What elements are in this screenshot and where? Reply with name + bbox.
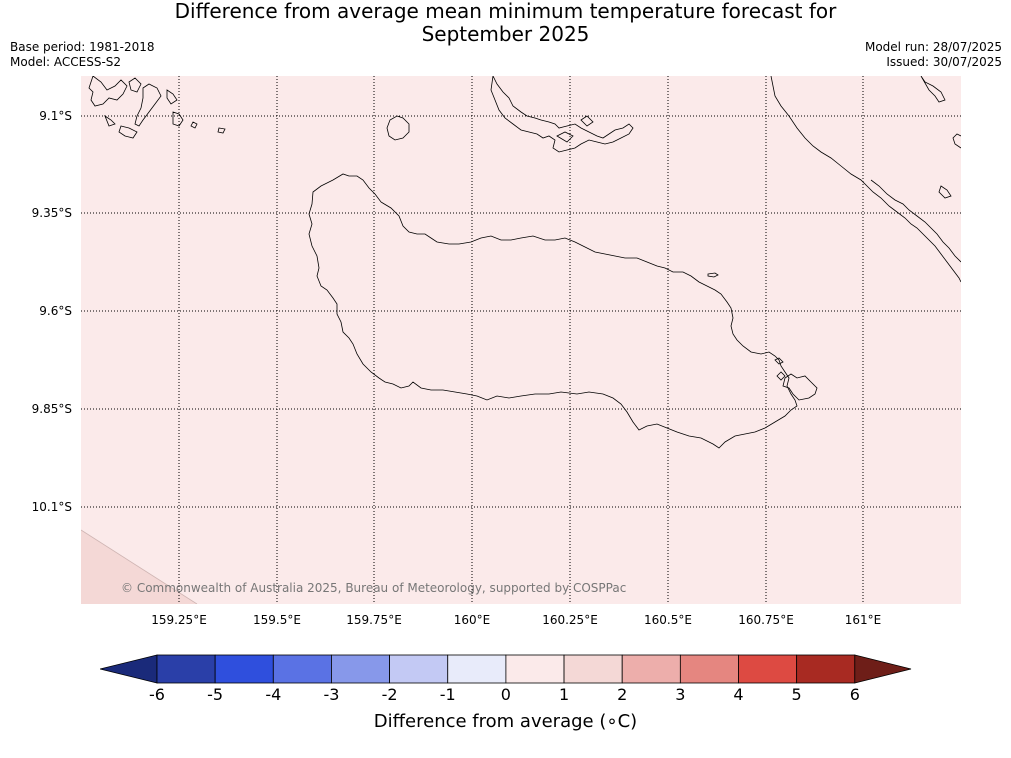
colorbar-segment <box>505 654 565 684</box>
colorbar-extend-low <box>100 654 158 684</box>
colorbar-tick-label: -2 <box>381 685 398 704</box>
meta-right: Model run: 28/07/2025 Issued: 30/07/2025 <box>865 40 1002 70</box>
colorbar-tick-label: 0 <box>500 685 511 704</box>
issued-text: Issued: 30/07/2025 <box>886 55 1002 69</box>
ocean-fill <box>81 76 961 604</box>
lon-label-160-25: 160.25°E <box>542 613 598 627</box>
colorbar-segment <box>563 654 623 684</box>
colorbar-segment <box>214 654 274 684</box>
colorbar-tick-label: -5 <box>207 685 224 704</box>
colorbar-segment <box>621 654 681 684</box>
title-line-1: Difference from average mean minimum tem… <box>174 0 837 23</box>
colorbar-title: Difference from average (∘C) <box>373 711 638 732</box>
malaita-bay-coastline <box>870 179 961 263</box>
title-line-2: September 2025 <box>421 22 590 46</box>
small-islet-coastline <box>707 272 719 278</box>
colorbar-segment <box>447 654 507 684</box>
colorbar-tick-label: 5 <box>791 685 802 704</box>
lon-label-159-75: 159.75°E <box>346 613 402 627</box>
lon-label-160-75: 160.75°E <box>738 613 794 627</box>
colorbar-tick-label: -3 <box>323 685 340 704</box>
map-title: Difference from average mean minimum tem… <box>0 0 1011 46</box>
lat-label-10-1: 10.1°S <box>31 500 72 514</box>
model-text: Model: ACCESS-S2 <box>10 55 122 69</box>
lon-label-159-5: 159.5°E <box>253 613 301 627</box>
model-run-text: Model run: 28/07/2025 <box>864 40 1002 54</box>
lat-label-9-85: 9.85°S <box>31 402 72 416</box>
colorbar-segment <box>796 654 856 684</box>
lon-label-159-25: 159.25°E <box>151 613 207 627</box>
lon-label-161: 161°E <box>844 613 882 627</box>
colorbar-segment <box>389 654 449 684</box>
guadalcanal-coastline <box>308 173 798 449</box>
colorbar-segment <box>738 654 798 684</box>
meta-left: Base period: 1981-2018 Model: ACCESS-S2 <box>10 40 155 70</box>
lat-label-9-1: 9.1°S <box>39 109 72 123</box>
malaita-coastline <box>770 76 961 283</box>
colorbar-segment <box>156 654 216 684</box>
colorbar-segments <box>100 654 912 684</box>
lat-label-9-35: 9.35°S <box>31 206 72 220</box>
colorbar-tick-label: 4 <box>733 685 744 704</box>
colorbar-tick-label: 2 <box>617 685 628 704</box>
colorbar-segment <box>679 654 739 684</box>
lat-label-9-6: 9.6°S <box>39 304 72 318</box>
colorbar-extend-high <box>854 654 912 684</box>
colorbar-tick-label: -4 <box>265 685 282 704</box>
marau-islets-coastline <box>774 357 818 401</box>
colorbar-tick-label: 3 <box>675 685 686 704</box>
base-period-text: Base period: 1981-2018 <box>10 40 155 54</box>
florida-islands-coastline <box>490 76 634 153</box>
lon-label-160-5: 160.5°E <box>644 613 692 627</box>
colorbar-segment <box>272 654 332 684</box>
colorbar-tick-label: 6 <box>849 685 860 704</box>
northwest-islands-coastline <box>88 76 226 139</box>
savo-island-coastline <box>386 115 410 141</box>
colorbar-tick-label: -1 <box>439 685 456 704</box>
anomaly-map: © Commonwealth of Australia 2025, Bureau… <box>81 76 961 604</box>
colorbar-segment <box>331 654 390 684</box>
colorbar-tick-label: -6 <box>149 685 165 704</box>
lon-label-160: 160°E <box>453 613 491 627</box>
longitude-gridlines <box>178 76 864 604</box>
colorbar <box>100 654 912 684</box>
copyright-text: © Commonwealth of Australia 2025, Bureau… <box>121 581 626 595</box>
corner-boundary-line <box>81 529 198 604</box>
colorbar-tick-label: 1 <box>558 685 570 704</box>
